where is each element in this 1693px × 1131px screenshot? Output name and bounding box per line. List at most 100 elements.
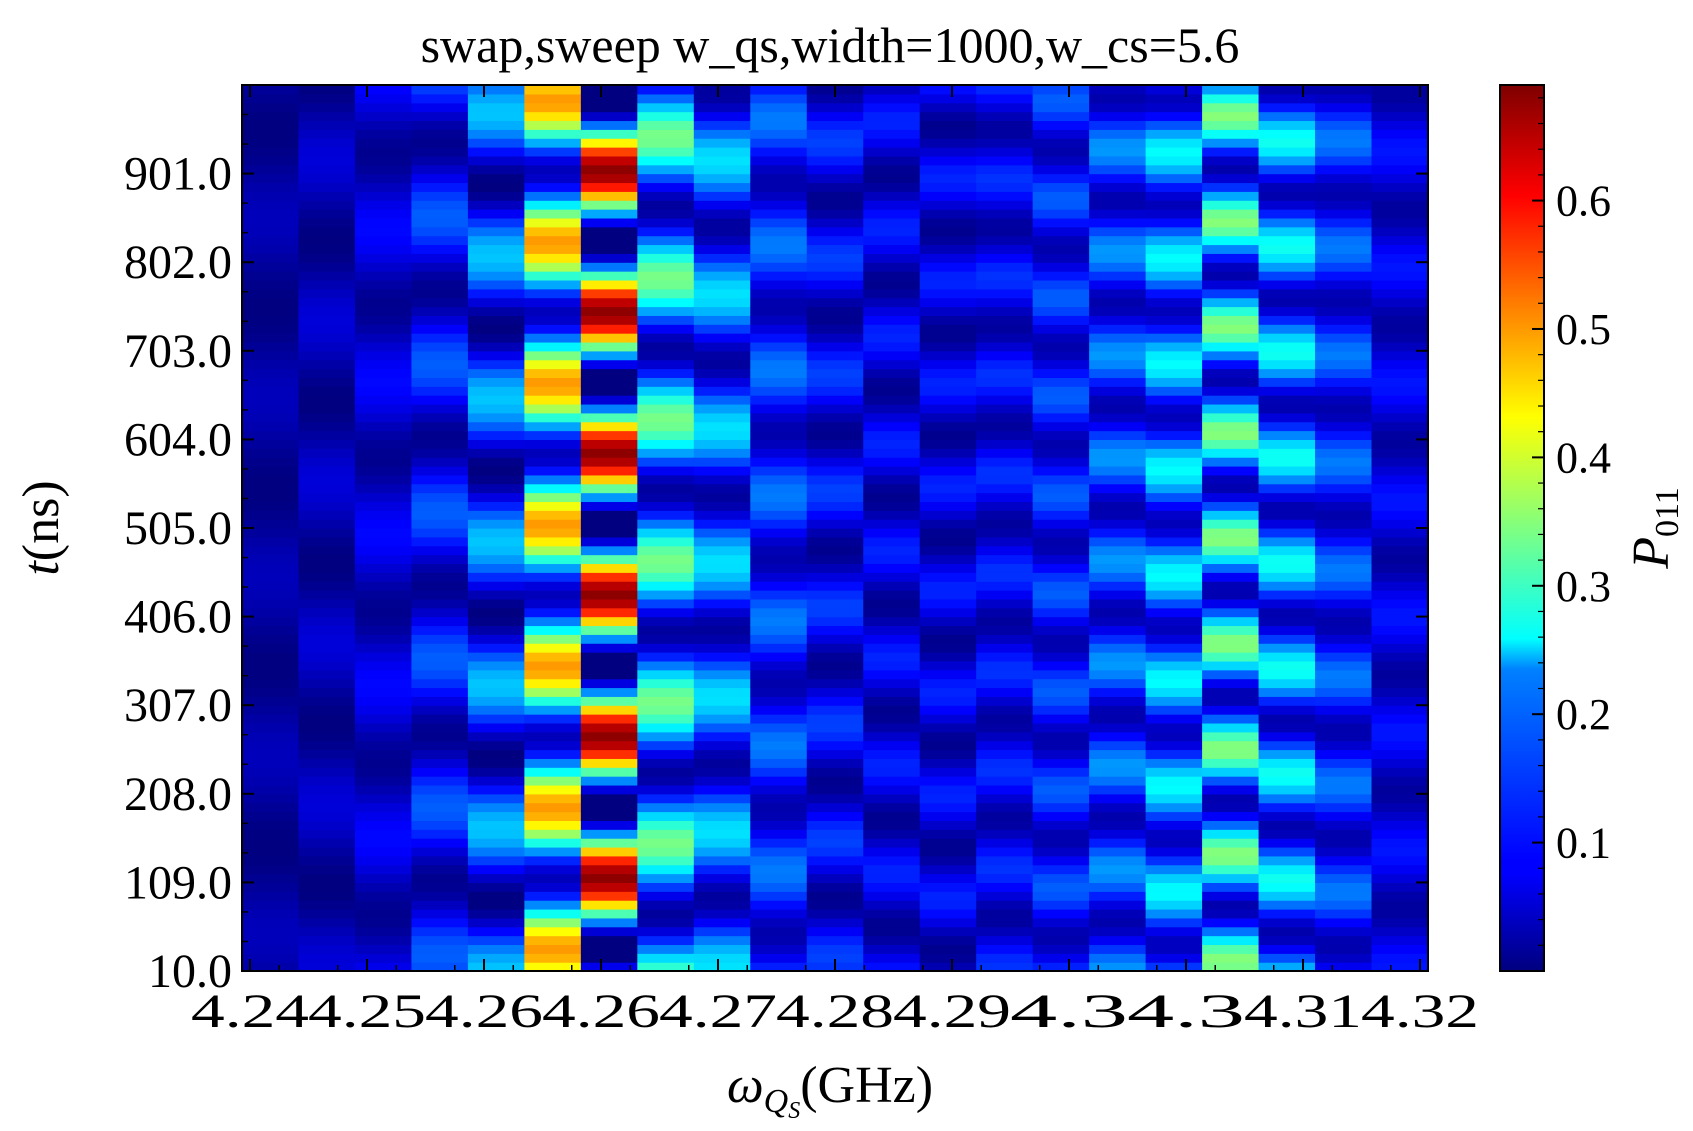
heatmap-cell (354, 731, 413, 742)
heatmap-cell (1258, 173, 1316, 184)
heatmap-cell (1258, 129, 1316, 139)
heatmap-cell (806, 714, 864, 724)
heatmap-cell (1202, 350, 1260, 361)
heatmap-cell (411, 784, 469, 795)
heatmap-cell (863, 545, 921, 556)
heatmap-cell (524, 288, 582, 299)
heatmap-cell (298, 395, 356, 405)
heatmap-cell (242, 838, 300, 848)
heatmap-cell (298, 519, 356, 529)
heatmap-cell (806, 191, 864, 201)
heatmap-cell (1089, 474, 1147, 485)
heatmap-cell (1032, 758, 1090, 768)
heatmap-cell (863, 944, 921, 954)
heatmap-cell (637, 802, 695, 813)
heatmap-cell (580, 740, 638, 751)
heatmap-cell (580, 864, 638, 875)
heatmap-cell (1258, 811, 1316, 821)
heatmap-cell (1145, 767, 1203, 777)
heatmap-cell (976, 395, 1034, 405)
heatmap-cell (1371, 944, 1429, 954)
heatmap-cell (976, 944, 1034, 954)
heatmap-cell (693, 846, 751, 857)
heatmap-cell (1032, 953, 1090, 963)
heatmap-cell (1315, 545, 1373, 556)
heatmap-cell (1315, 714, 1373, 724)
heatmap-cell (863, 324, 921, 334)
heatmap-cell (637, 669, 695, 680)
heatmap-cell (806, 492, 864, 503)
x-tick-label: 4.31 (1244, 985, 1362, 1038)
heatmap-cell (976, 696, 1034, 706)
heatmap-cell (1258, 900, 1316, 910)
heatmap-cell (1202, 147, 1260, 157)
heatmap-cell (298, 111, 356, 122)
heatmap-cell (693, 873, 751, 883)
heatmap-cell (1258, 678, 1316, 689)
heatmap-cell (863, 297, 921, 308)
heatmap-cell (411, 687, 469, 697)
heatmap-cell (1202, 244, 1260, 254)
heatmap-cell (524, 85, 582, 95)
heatmap-cell (354, 758, 413, 768)
heatmap-cell (354, 359, 413, 370)
heatmap-cell (524, 696, 582, 706)
heatmap-cell (580, 226, 638, 237)
heatmap-cell (1089, 439, 1147, 449)
heatmap-cell (411, 882, 469, 892)
heatmap-cell (354, 652, 413, 662)
heatmap-cell (806, 341, 864, 352)
heatmap-cell (467, 953, 525, 963)
heatmap-cell (1032, 572, 1090, 582)
heatmap-cell (1145, 350, 1203, 361)
heatmap-cell (1315, 226, 1373, 237)
heatmap-cell (467, 395, 525, 405)
heatmap-cell (1371, 634, 1429, 644)
heatmap-cell (298, 350, 356, 361)
heatmap-cell (242, 120, 300, 130)
heatmap-cell (750, 226, 808, 237)
heatmap-cell (354, 315, 413, 325)
heatmap-cell (1258, 439, 1316, 449)
heatmap-cell (1089, 244, 1147, 254)
heatmap-cell (637, 421, 695, 432)
heatmap-cell (750, 705, 808, 715)
heatmap-cell (1315, 483, 1373, 494)
heatmap-cell (1202, 138, 1260, 148)
heatmap-cell (806, 386, 864, 396)
heatmap-cell (637, 846, 695, 857)
heatmap-cell (1371, 590, 1429, 600)
heatmap-cell (1258, 829, 1316, 839)
heatmap-cell (242, 767, 300, 777)
heatmap-cell (1089, 120, 1147, 130)
heatmap-cell (1315, 652, 1373, 662)
heatmap-cell (1315, 102, 1373, 113)
heatmap-cell (637, 448, 695, 458)
heatmap-cell (1202, 838, 1260, 848)
heatmap-cell (693, 829, 751, 839)
heatmap-cell (1258, 784, 1316, 795)
heatmap-cell (863, 714, 921, 724)
heatmap-cell (467, 793, 525, 804)
heatmap-cell (524, 873, 582, 883)
heatmap-cell (467, 634, 525, 644)
heatmap-cell (467, 696, 525, 706)
heatmap-cell (467, 288, 525, 299)
heatmap-cell (524, 669, 582, 680)
heatmap-cell (242, 953, 300, 963)
heatmap-cell (693, 581, 751, 591)
heatmap-cell (693, 288, 751, 299)
heatmap-cell (637, 120, 695, 130)
heatmap-cell (750, 625, 808, 635)
heatmap-cell (467, 85, 525, 95)
heatmap-cell (467, 200, 525, 210)
heatmap-cell (580, 669, 638, 680)
heatmap-cell (1202, 120, 1260, 130)
heatmap-cell (1202, 200, 1260, 210)
heatmap-cell (1202, 917, 1260, 928)
heatmap-cell (1258, 217, 1316, 228)
heatmap-cell (750, 838, 808, 848)
heatmap-cell (693, 802, 751, 813)
heatmap-cell (1032, 554, 1090, 565)
heatmap-cell (1315, 439, 1373, 449)
